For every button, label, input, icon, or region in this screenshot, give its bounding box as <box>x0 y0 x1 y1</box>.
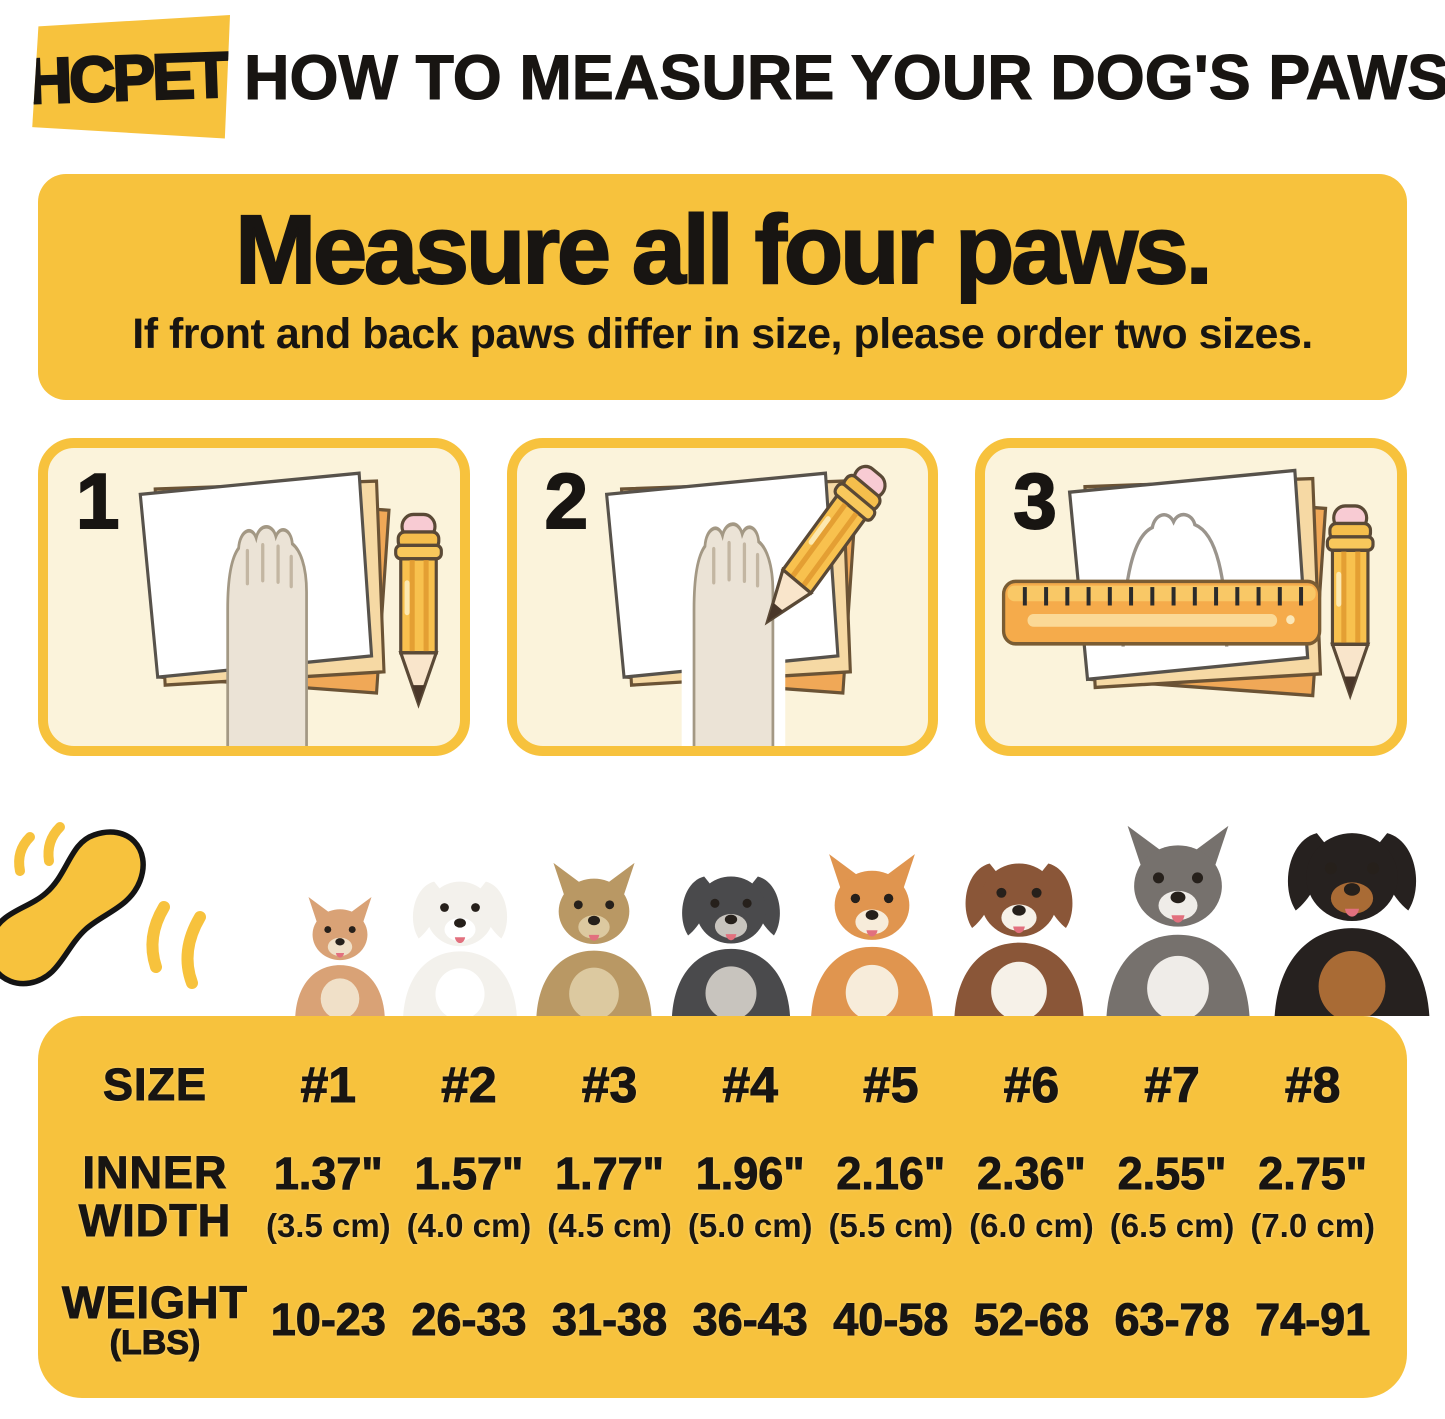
yellow-squiggle-decoration-icon <box>0 822 206 989</box>
step-card-1: 1 <box>38 438 470 756</box>
weight-cell: 40-58 <box>833 1294 949 1346</box>
size-row-label: SIZE <box>102 1059 208 1111</box>
size-cell: #7 <box>1144 1057 1201 1114</box>
size-cell: #1 <box>300 1057 357 1114</box>
size-cell: #6 <box>1003 1057 1060 1114</box>
weight-cell: 36-43 <box>692 1294 808 1346</box>
size-cell: #2 <box>441 1057 498 1114</box>
size-cell: #8 <box>1284 1057 1341 1114</box>
step-card-3: 3 <box>975 438 1408 756</box>
inner-width-cell: 1.37" (3.5 cm) <box>265 1148 391 1245</box>
inner-width-cell: 1.57" (4.0 cm) <box>406 1148 532 1245</box>
banner-headline: Measure all four paws. <box>234 194 1213 305</box>
dog-breeds-row <box>0 800 1445 1016</box>
weight-cell: 10-23 <box>270 1294 386 1346</box>
dog-photo-chihuahua-icon <box>288 894 392 1016</box>
dog-photo-bichon-frise-icon <box>395 861 525 1016</box>
weight-cell: 74-91 <box>1255 1294 1371 1346</box>
dog-photo-yorkshire-terrier-icon <box>528 859 660 1016</box>
step-3-number: 3 <box>1012 456 1057 546</box>
dog-photo-miniature-schnauzer-icon <box>663 855 799 1016</box>
inner-width-cell: 2.16" (5.5 cm) <box>828 1148 954 1245</box>
step-card-2: 2 <box>506 438 939 756</box>
weight-cell: 52-68 <box>973 1294 1089 1346</box>
size-cell: #4 <box>722 1057 779 1114</box>
measure-banner: Measure all four paws. If front and back… <box>38 174 1407 400</box>
page-title: HOW TO MEASURE YOUR DOG'S PAWS <box>243 43 1445 114</box>
weight-cell: 31-38 <box>552 1294 668 1346</box>
measuring-steps: 1 2 3 <box>38 438 1408 756</box>
weight-cell: 63-78 <box>1114 1294 1230 1346</box>
dog-strip <box>288 805 1441 1016</box>
weight-row-label: WEIGHT (LBS) <box>62 1277 248 1363</box>
size-chart-table: SIZE #1 #2 #3 #4 #5 #6 #7 #8 INNER WIDTH… <box>38 1016 1407 1398</box>
ruler-icon <box>1002 579 1322 646</box>
inner-width-cell: 1.96" (5.0 cm) <box>687 1148 813 1245</box>
dog-photo-shiba-inu-icon <box>802 850 942 1016</box>
dog-photo-australian-shepherd-icon <box>945 840 1093 1016</box>
hcpet-logo: HCPET <box>24 15 230 139</box>
dog-photo-alaskan-malamute-icon <box>1096 821 1260 1016</box>
size-cell: #3 <box>581 1057 638 1114</box>
step-1-number: 1 <box>75 456 120 546</box>
inner-width-cell: 2.55" (6.5 cm) <box>1109 1148 1235 1245</box>
inner-width-row-label: INNER WIDTH <box>78 1147 232 1246</box>
inner-width-cell: 2.75" (7.0 cm) <box>1250 1148 1376 1245</box>
inner-width-cell: 1.77" (4.5 cm) <box>547 1148 672 1245</box>
weight-cell: 26-33 <box>411 1294 527 1346</box>
step-2-number: 2 <box>544 456 589 546</box>
header: HCPET HOW TO MEASURE YOUR DOG'S PAWS <box>0 0 1445 150</box>
hcpet-logo-text: HCPET <box>24 37 230 119</box>
size-cell: #5 <box>863 1057 920 1114</box>
inner-width-cell: 2.36" (6.0 cm) <box>969 1148 1094 1245</box>
banner-subline: If front and back paws differ in size, p… <box>132 310 1313 358</box>
dog-photo-rottweiler-icon <box>1263 805 1441 1016</box>
measure-width-with-ruler-illustration-icon <box>1002 468 1397 746</box>
